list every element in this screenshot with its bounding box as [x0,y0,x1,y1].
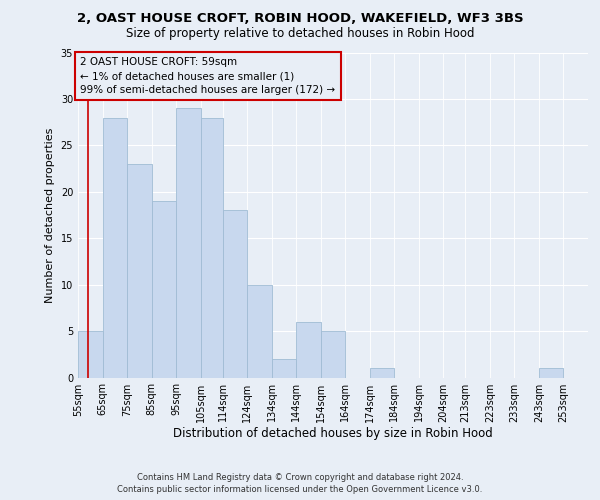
Text: Size of property relative to detached houses in Robin Hood: Size of property relative to detached ho… [126,28,474,40]
Bar [370,368,394,378]
Text: 2 OAST HOUSE CROFT: 59sqm
← 1% of detached houses are smaller (1)
99% of semi-de: 2 OAST HOUSE CROFT: 59sqm ← 1% of detach… [80,57,335,95]
Bar [296,322,321,378]
Bar [78,331,103,378]
Bar [127,164,152,378]
Bar [539,368,563,378]
Bar [176,108,200,378]
Text: 2, OAST HOUSE CROFT, ROBIN HOOD, WAKEFIELD, WF3 3BS: 2, OAST HOUSE CROFT, ROBIN HOOD, WAKEFIE… [77,12,523,26]
X-axis label: Distribution of detached houses by size in Robin Hood: Distribution of detached houses by size … [173,428,493,440]
Bar [223,210,247,378]
Y-axis label: Number of detached properties: Number of detached properties [45,128,55,302]
Bar [152,201,176,378]
Text: Contains HM Land Registry data © Crown copyright and database right 2024.
Contai: Contains HM Land Registry data © Crown c… [118,472,482,494]
Bar [103,118,127,378]
Bar [272,359,296,378]
Bar [247,284,272,378]
Bar [321,331,345,378]
Bar [200,118,223,378]
